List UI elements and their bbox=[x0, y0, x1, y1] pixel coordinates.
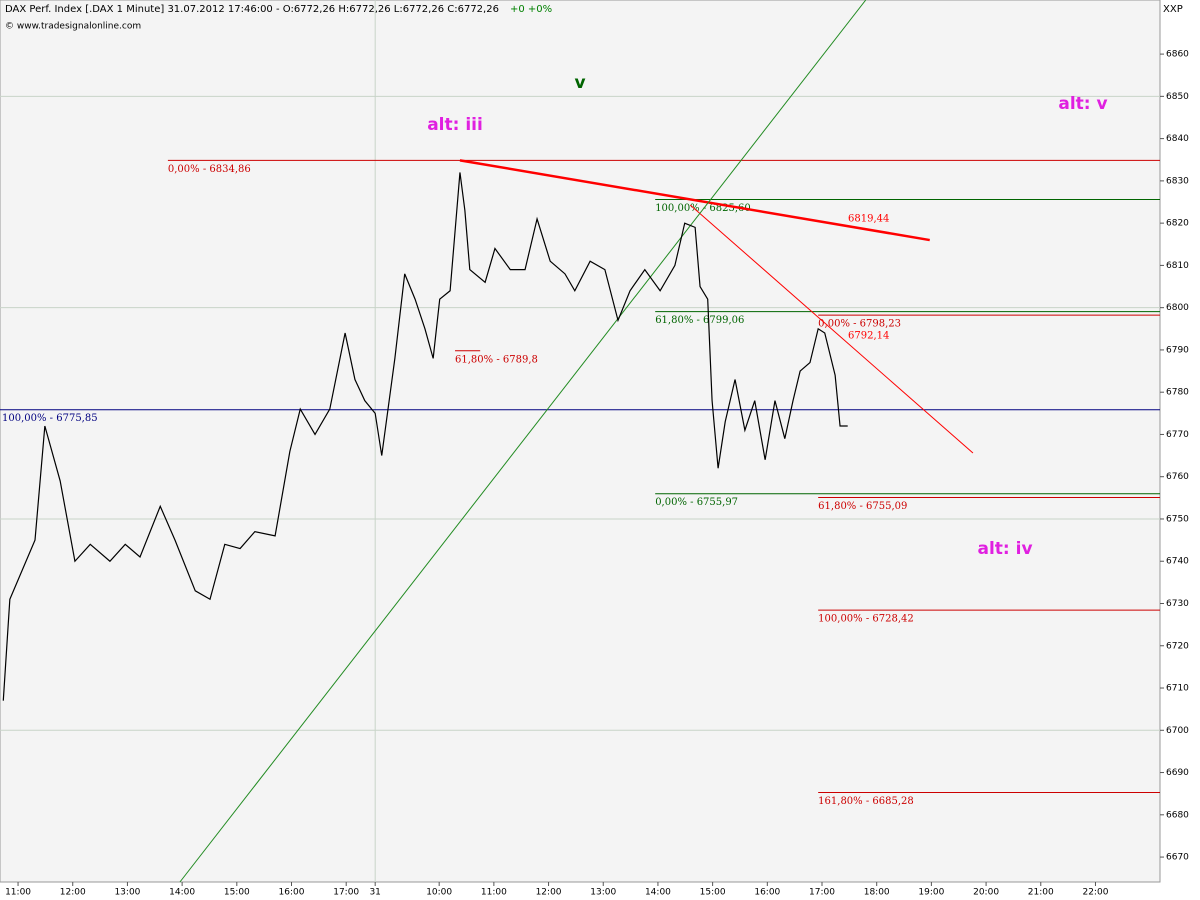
y-tick-label: 6790 bbox=[1166, 345, 1189, 355]
x-tick-label: 10:00 bbox=[426, 888, 452, 898]
wave-label: v bbox=[574, 73, 585, 93]
y-tick-label: 6770 bbox=[1166, 430, 1189, 440]
level-label: 100,00% - 6775,85 bbox=[2, 413, 98, 424]
x-tick-label: 12:00 bbox=[60, 888, 86, 898]
x-tick-label: 19:00 bbox=[918, 888, 944, 898]
x-tick-label: 17:00 bbox=[809, 888, 835, 898]
x-tick-label: 17:00 bbox=[333, 888, 359, 898]
x-tick-label: 11:00 bbox=[481, 888, 507, 898]
x-tick-label: 31 bbox=[369, 888, 380, 898]
change-label: +0 +0% bbox=[510, 4, 552, 15]
level-label: 0,00% - 6755,97 bbox=[655, 497, 738, 508]
level-label: 61,80% - 6799,06 bbox=[655, 315, 744, 326]
level-label: 61,80% - 6789,8 bbox=[455, 354, 538, 365]
level-label: 100,00% - 6825,60 bbox=[655, 203, 751, 214]
x-tick-label: 20:00 bbox=[973, 888, 999, 898]
x-tick-label: 15:00 bbox=[700, 888, 726, 898]
x-tick-label: 21:00 bbox=[1028, 888, 1054, 898]
trend-label: 6792,14 bbox=[848, 331, 889, 342]
x-tick-label: 18:00 bbox=[864, 888, 890, 898]
y-tick-label: 6760 bbox=[1166, 472, 1189, 482]
trend-line bbox=[689, 204, 974, 454]
trend-line bbox=[459, 159, 930, 242]
level-label: 161,80% - 6685,28 bbox=[818, 796, 914, 807]
corner-label: XXP bbox=[1163, 4, 1183, 15]
trend-line bbox=[179, 0, 867, 883]
y-tick-label: 6690 bbox=[1166, 768, 1189, 778]
y-tick-label: 6700 bbox=[1166, 726, 1189, 736]
trend-label: 6819,44 bbox=[848, 214, 889, 225]
plot-area bbox=[0, 0, 1161, 883]
wave-label: alt: v bbox=[1058, 94, 1107, 114]
wave-label: alt: iv bbox=[977, 539, 1032, 559]
x-tick-label: 15:00 bbox=[224, 888, 250, 898]
y-tick-label: 6780 bbox=[1166, 388, 1189, 398]
x-tick-label: 22:00 bbox=[1082, 888, 1108, 898]
price-line bbox=[2, 172, 848, 701]
level-label: 61,80% - 6755,09 bbox=[818, 501, 907, 512]
x-tick-label: 11:00 bbox=[5, 888, 31, 898]
y-tick-label: 6860 bbox=[1166, 50, 1189, 60]
x-tick-label: 14:00 bbox=[169, 888, 195, 898]
x-tick-label: 14:00 bbox=[645, 888, 671, 898]
y-tick-label: 6710 bbox=[1166, 684, 1189, 694]
x-tick-label: 13:00 bbox=[590, 888, 616, 898]
level-label: 0,00% - 6834,86 bbox=[168, 164, 251, 175]
y-tick-label: 6850 bbox=[1166, 92, 1189, 102]
y-tick-label: 6820 bbox=[1166, 219, 1189, 229]
y-tick-label: 6800 bbox=[1166, 303, 1189, 313]
y-tick-label: 6810 bbox=[1166, 261, 1189, 271]
x-tick-label: 13:00 bbox=[114, 888, 140, 898]
level-label: 0,00% - 6798,23 bbox=[818, 319, 901, 330]
y-tick-label: 6720 bbox=[1166, 641, 1189, 651]
x-tick-label: 12:00 bbox=[536, 888, 562, 898]
x-tick-label: 16:00 bbox=[754, 888, 780, 898]
chart-title: DAX Perf. Index [.DAX 1 Minute] 31.07.20… bbox=[5, 4, 499, 15]
y-tick-label: 6750 bbox=[1166, 514, 1189, 524]
y-tick-label: 6830 bbox=[1166, 176, 1189, 186]
y-tick-label: 6740 bbox=[1166, 557, 1189, 567]
y-tick-label: 6680 bbox=[1166, 810, 1189, 820]
level-label: 100,00% - 6728,42 bbox=[818, 614, 914, 625]
chart-subtitle: © www.tradesignalonline.com bbox=[5, 22, 141, 32]
y-tick-label: 6730 bbox=[1166, 599, 1189, 609]
wave-label: alt: iii bbox=[427, 115, 483, 135]
x-tick-label: 16:00 bbox=[279, 888, 305, 898]
y-tick-label: 6840 bbox=[1166, 134, 1189, 144]
y-tick-label: 6670 bbox=[1166, 853, 1189, 863]
